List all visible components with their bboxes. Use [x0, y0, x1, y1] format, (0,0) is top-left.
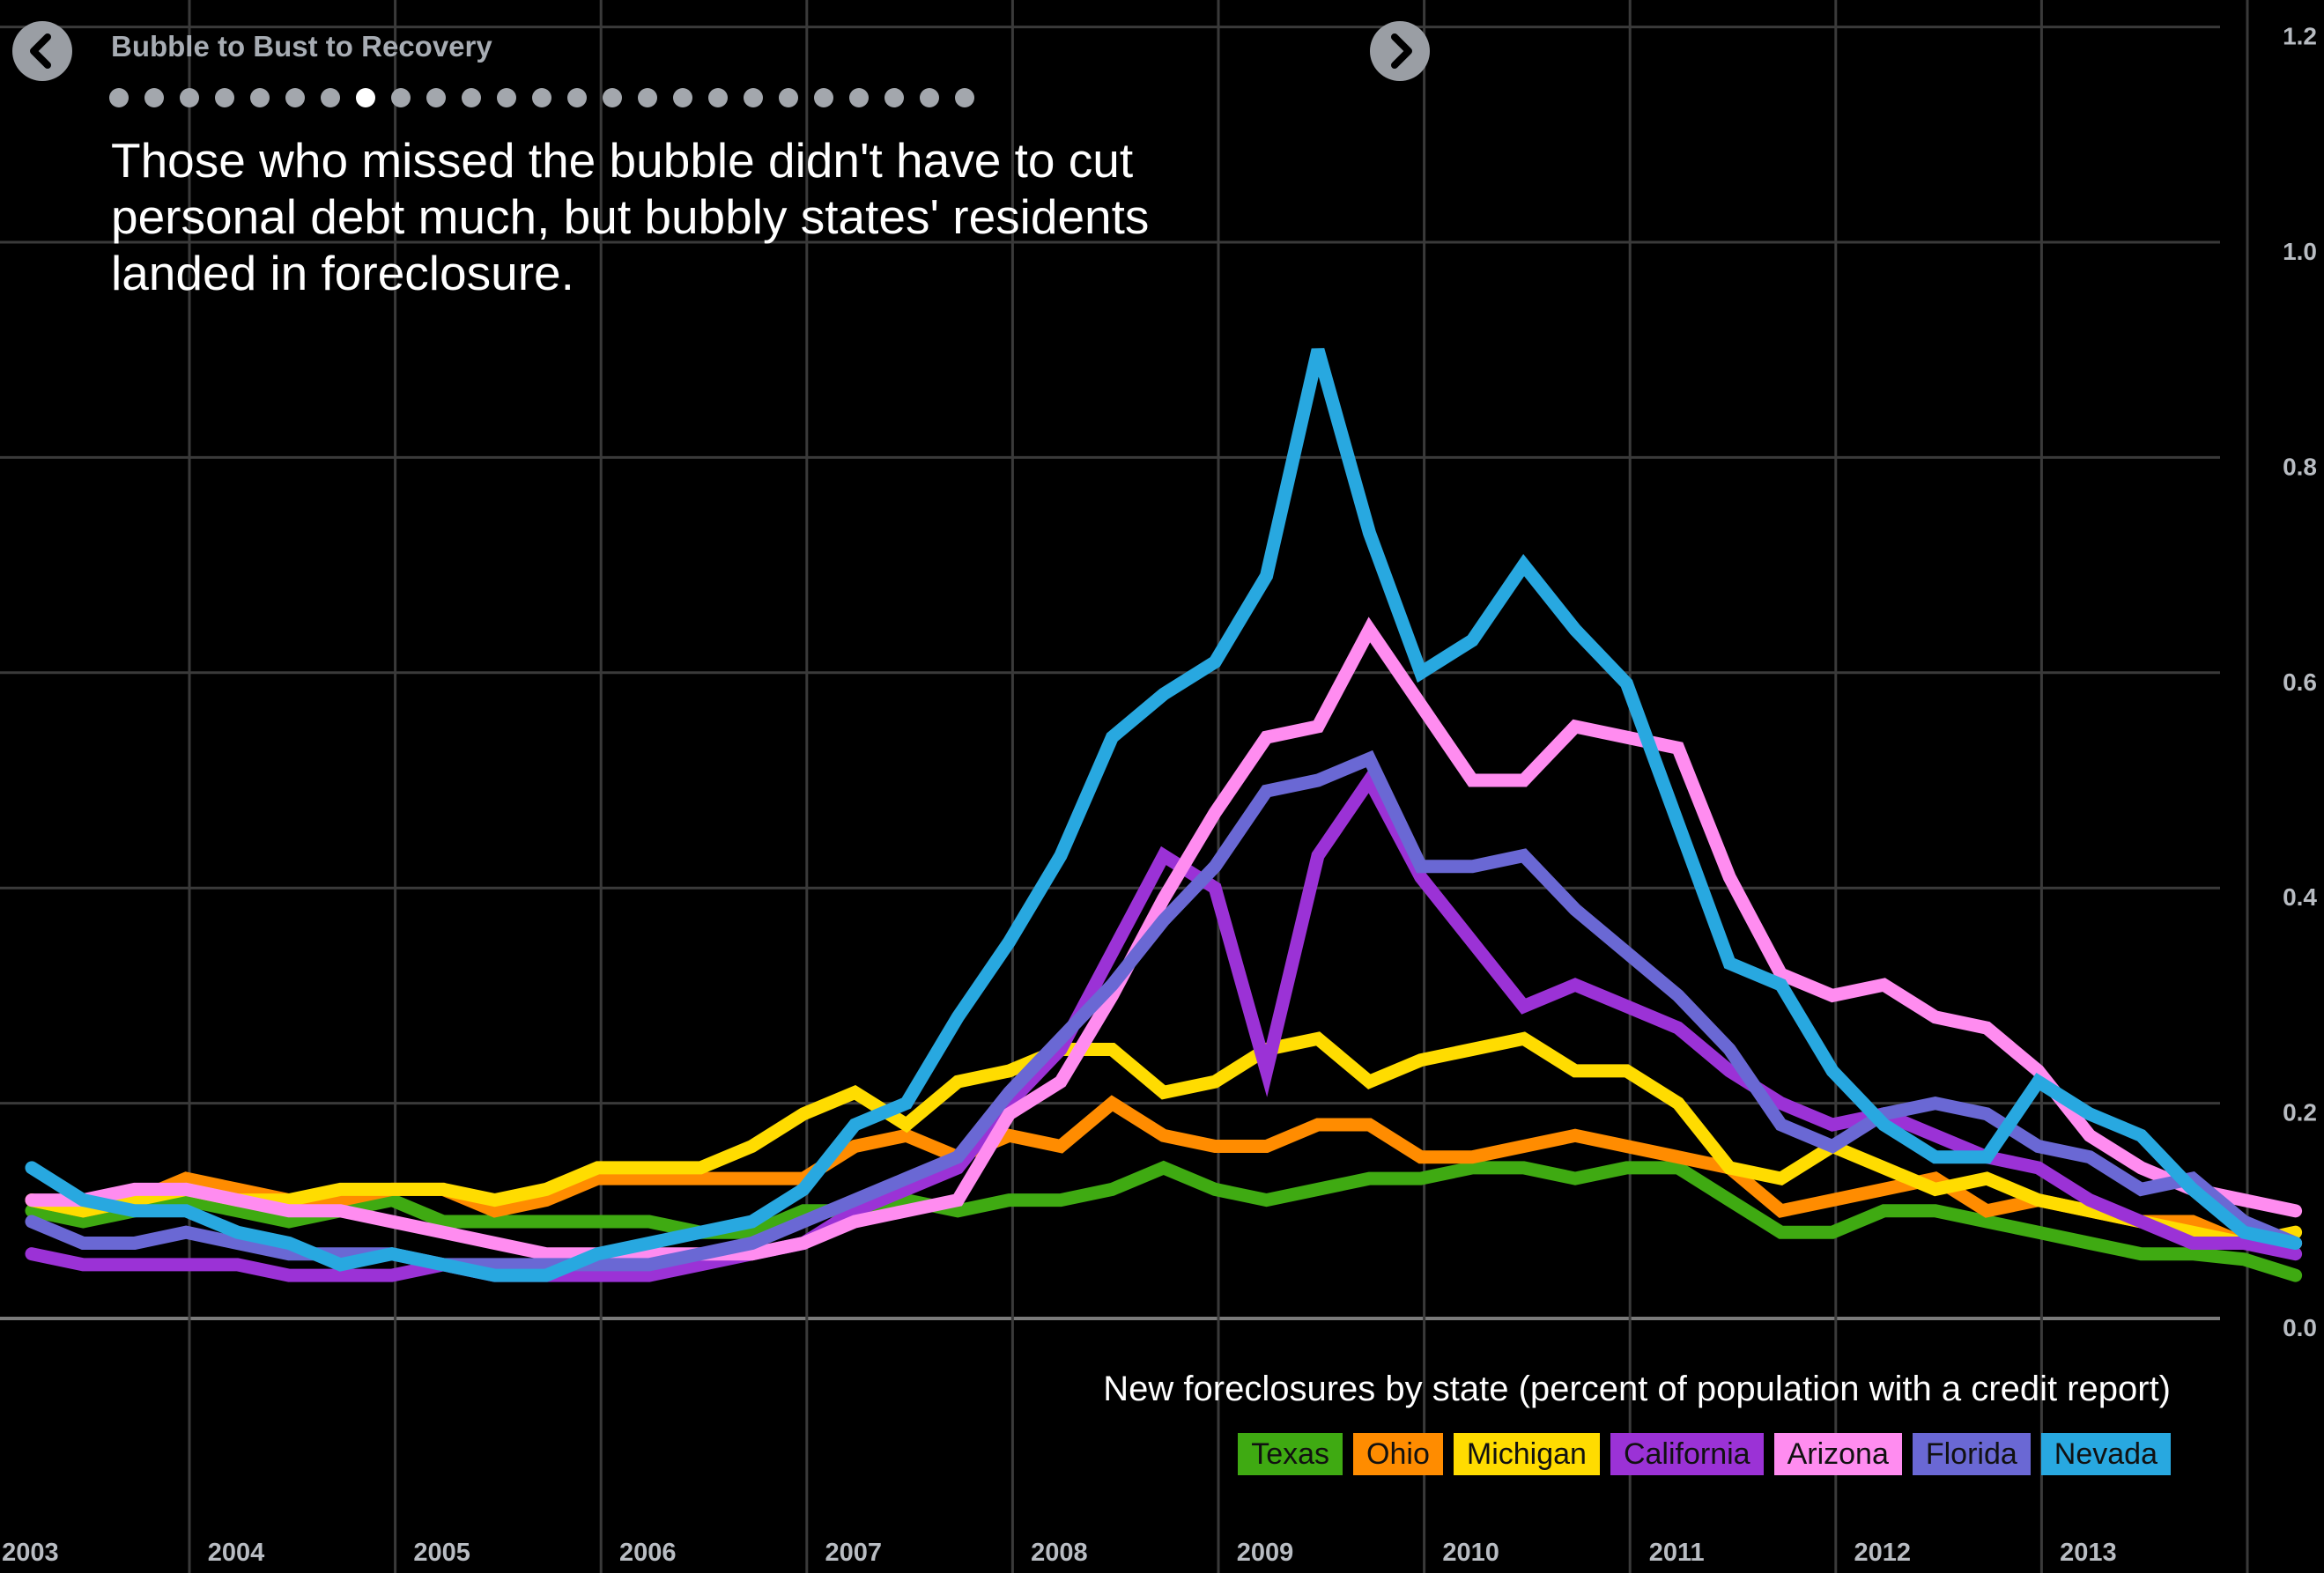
pagination-dot[interactable]	[426, 88, 446, 107]
x-tick-label: 2011	[1649, 1539, 1705, 1567]
pagination-dot[interactable]	[356, 88, 375, 107]
pagination-dot[interactable]	[955, 88, 974, 107]
y-axis-ticks: 0.0 0.2 0.4 0.6 0.8 1.0 1.2	[2283, 23, 2317, 1341]
x-axis-ticks: 2003 2004 2005 2006 2007 2008 2009 2010 2011 2012…	[2, 1539, 2117, 1567]
x-tick-label: 2004	[208, 1539, 265, 1567]
pagination-dot[interactable]	[814, 88, 833, 107]
pagination-dot[interactable]	[567, 88, 587, 107]
chart-series	[25, 348, 2303, 1282]
y-tick-label: 0.0	[2283, 1314, 2317, 1341]
x-tick-label: 2005	[413, 1539, 470, 1567]
pagination-dot[interactable]	[779, 88, 798, 107]
y-tick-label: 1.2	[2283, 23, 2317, 50]
pagination-dot[interactable]	[144, 88, 164, 107]
pagination-dot[interactable]	[462, 88, 481, 107]
x-tick-label: 2009	[1237, 1539, 1294, 1567]
story-title: Bubble to Bust to Recovery	[111, 30, 492, 63]
pagination-dot[interactable]	[391, 88, 411, 107]
pagination-dot[interactable]	[250, 88, 270, 107]
x-tick-label: 2003	[2, 1539, 59, 1567]
series-line-nevada	[25, 348, 2303, 1282]
y-tick-label: 0.2	[2283, 1099, 2317, 1126]
x-tick-label: 2012	[1854, 1539, 1912, 1567]
pagination-dot[interactable]	[603, 88, 622, 107]
legend-item-california[interactable]: California	[1610, 1433, 1764, 1475]
legend-item-michigan[interactable]: Michigan	[1453, 1433, 1600, 1475]
x-tick-label: 2010	[1442, 1539, 1499, 1567]
slide-headline: Those who missed the bubble didn't have …	[111, 133, 1150, 300]
chevron-right-icon	[1391, 33, 1412, 69]
y-tick-label: 0.8	[2283, 453, 2317, 480]
pagination-dot[interactable]	[638, 88, 657, 107]
legend-item-arizona[interactable]: Arizona	[1773, 1433, 1902, 1475]
y-tick-label: 0.4	[2283, 883, 2317, 911]
chevron-left-icon	[30, 33, 51, 69]
x-tick-label: 2006	[619, 1539, 677, 1567]
pagination-dot[interactable]	[532, 88, 551, 107]
series-line-arizona	[25, 617, 2303, 1261]
chart-caption: New foreclosures by state (percent of po…	[1103, 1370, 2171, 1408]
legend-item-florida[interactable]: Florida	[1912, 1433, 2031, 1475]
series-line-texas	[25, 1160, 2303, 1282]
pagination-dot[interactable]	[708, 88, 728, 107]
pagination-dot[interactable]	[215, 88, 234, 107]
pagination-dot[interactable]	[497, 88, 516, 107]
previous-slide-button[interactable]	[12, 21, 72, 81]
pagination-dot[interactable]	[673, 88, 692, 107]
pagination-dot[interactable]	[109, 88, 129, 107]
pagination-dot[interactable]	[180, 88, 199, 107]
y-tick-label: 0.6	[2283, 668, 2317, 696]
pagination-dot[interactable]	[884, 88, 904, 107]
pagination-dot[interactable]	[321, 88, 340, 107]
y-tick-label: 1.0	[2283, 238, 2317, 265]
chart-legend: Texas Ohio Michigan California Arizona Florid…	[1238, 1433, 2171, 1475]
pagination-dot[interactable]	[849, 88, 869, 107]
legend-item-nevada[interactable]: Nevada	[2040, 1433, 2171, 1475]
pagination-dot[interactable]	[285, 88, 305, 107]
pagination-dot[interactable]	[744, 88, 763, 107]
series-line-california	[25, 767, 2303, 1282]
legend-item-texas[interactable]: Texas	[1238, 1433, 1343, 1475]
next-slide-button[interactable]	[1370, 21, 1430, 81]
slide-pagination-dots	[109, 88, 990, 107]
x-tick-label: 2007	[825, 1539, 883, 1567]
x-tick-label: 2008	[1031, 1539, 1088, 1567]
chart-grid	[0, 0, 2249, 1573]
x-tick-label: 2013	[2060, 1539, 2117, 1567]
legend-item-ohio[interactable]: Ohio	[1353, 1433, 1443, 1475]
pagination-dot[interactable]	[920, 88, 939, 107]
series-line-michigan	[25, 1031, 2303, 1251]
